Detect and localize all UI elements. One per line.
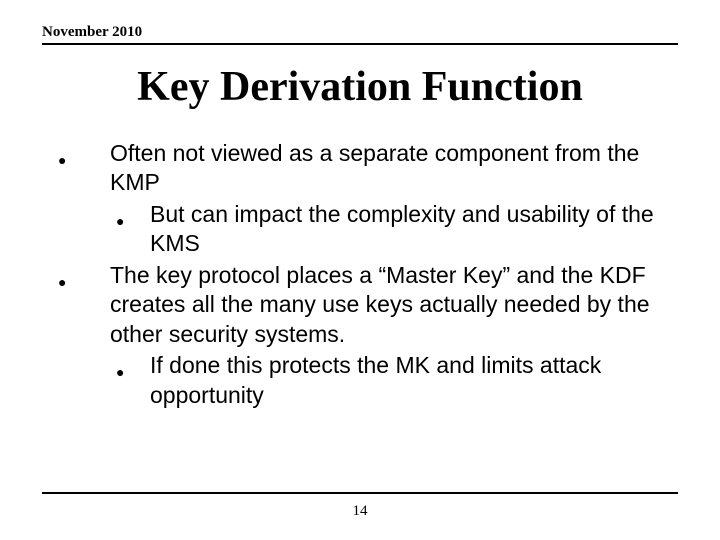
list-item: ● If done this protects the MK and limit… (52, 351, 668, 410)
bullet-text: The key protocol places a “Master Key” a… (110, 261, 668, 349)
bottom-rule (42, 492, 678, 494)
page-number: 14 (0, 503, 720, 520)
bullet-icon: ● (52, 139, 110, 198)
bullet-icon: ● (110, 351, 150, 410)
bullet-text: Often not viewed as a separate component… (110, 139, 668, 198)
list-item: ● But can impact the complexity and usab… (52, 200, 668, 259)
list-item: ● The key protocol places a “Master Key”… (52, 261, 668, 349)
footer (42, 492, 678, 494)
list-item: ● Often not viewed as a separate compone… (52, 139, 668, 198)
bullet-text: But can impact the complexity and usabil… (150, 200, 668, 259)
body-text: ● Often not viewed as a separate compone… (42, 139, 678, 410)
header-date: November 2010 (42, 24, 678, 41)
slide-title: Key Derivation Function (42, 63, 678, 111)
bullet-icon: ● (110, 200, 150, 259)
bullet-icon: ● (52, 261, 110, 349)
top-rule (42, 43, 678, 45)
bullet-text: If done this protects the MK and limits … (150, 351, 668, 410)
slide: November 2010 Key Derivation Function ● … (0, 0, 720, 540)
